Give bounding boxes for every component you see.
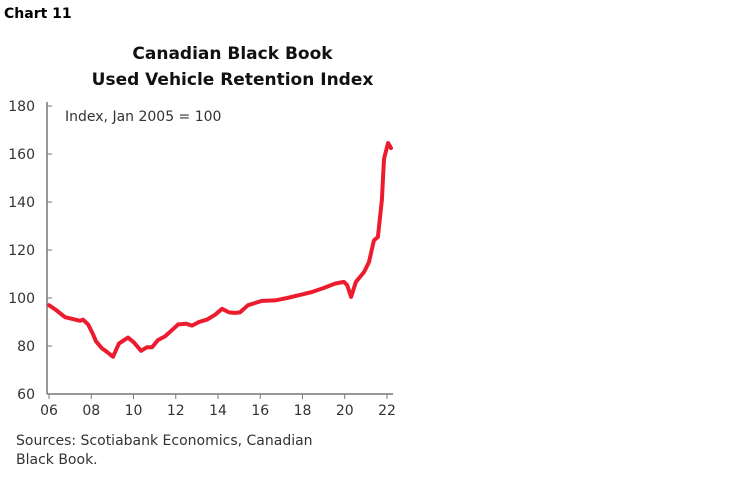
y-tick-label: 180 <box>8 99 35 115</box>
x-tick-label: 10 <box>125 403 143 419</box>
chart-title: Canadian Black Book <box>132 44 333 64</box>
y-tick-label: 100 <box>8 291 35 307</box>
x-tick-label: 20 <box>336 403 354 419</box>
chart-subtitle: Used Vehicle Retention Index <box>91 70 374 90</box>
source-note: Sources: Scotiabank Economics, Canadian … <box>16 432 356 470</box>
x-tick-label: 06 <box>40 403 58 419</box>
source-line: Black Book. <box>16 452 98 468</box>
x-tick-label: 14 <box>209 403 227 419</box>
x-tick-label: 16 <box>251 403 269 419</box>
y-tick-label: 140 <box>8 195 35 211</box>
chart-number: Chart 11 <box>4 6 72 22</box>
y-tick-label: 60 <box>17 387 35 403</box>
x-tick-label: 22 <box>378 403 396 419</box>
y-tick-label: 160 <box>8 147 35 163</box>
retention-index-line <box>47 141 393 359</box>
source-line: Sources: Scotiabank Economics, Canadian <box>16 433 313 449</box>
x-tick-label: 08 <box>82 403 100 419</box>
x-tick-label: 12 <box>167 403 185 419</box>
x-tick-label: 18 <box>294 403 312 419</box>
y-tick-label: 80 <box>17 339 35 355</box>
y-tick-label: 120 <box>8 243 35 259</box>
index-annotation: Index, Jan 2005 = 100 <box>65 109 221 125</box>
